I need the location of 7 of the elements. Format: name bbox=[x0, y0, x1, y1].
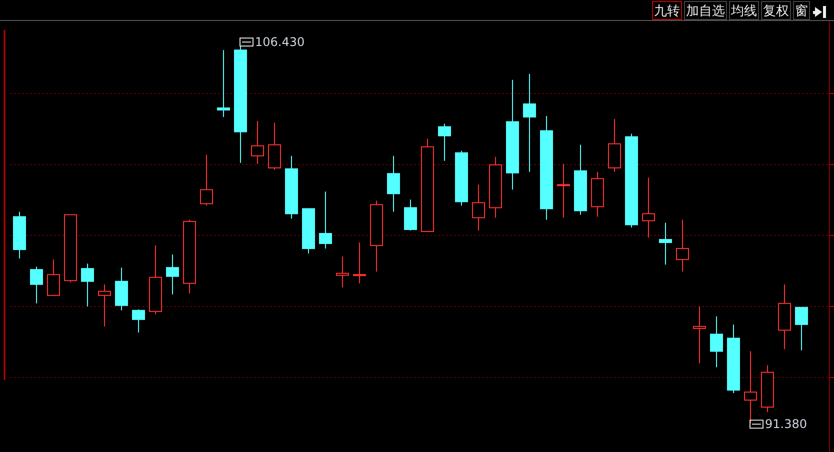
text: 加自选 bbox=[686, 4, 725, 19]
text: 九转 bbox=[654, 4, 680, 19]
text: 复权 bbox=[763, 4, 789, 19]
text: 窗 bbox=[795, 3, 808, 19]
text: 均线 bbox=[730, 4, 757, 19]
annotation: 91.380 bbox=[765, 417, 807, 432]
annotation: 106.430 bbox=[255, 35, 305, 50]
